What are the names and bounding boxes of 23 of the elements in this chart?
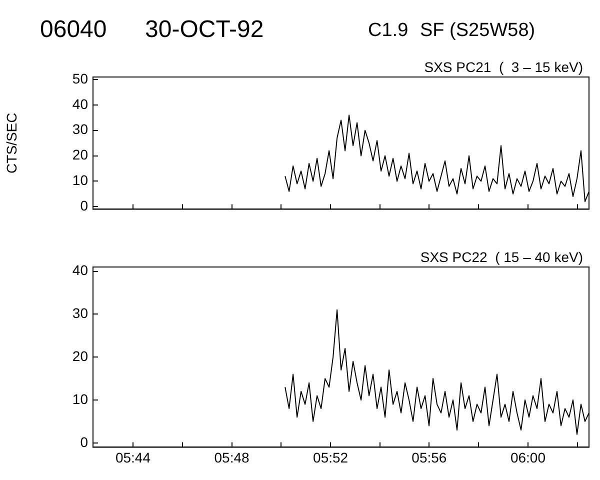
y-tick-label: 50 — [72, 70, 88, 86]
text: SXS PC21 ( 3 – 15 keV) — [424, 58, 583, 75]
text: SXS PC22 ( 15 – 40 keV) — [420, 248, 583, 265]
y-tick-label: 30 — [72, 121, 88, 138]
y-tick-label: 20 — [72, 348, 88, 364]
x-tick-label: 05:44 — [115, 449, 151, 466]
x-tick-label: 05:52 — [313, 449, 348, 466]
y-axis-title: CTS/SEC — [3, 112, 20, 174]
text: SF (S25W58) — [420, 20, 536, 42]
y-tick-label: 10 — [72, 172, 88, 188]
y-tick-label: 10 — [72, 390, 88, 407]
x-tick-label: 06:00 — [510, 449, 546, 466]
x-tick-label: 05:56 — [412, 449, 447, 466]
y-tick-label: 40 — [72, 96, 88, 112]
y-tick-label: 30 — [72, 305, 88, 322]
chart-title: 06040 — [40, 16, 107, 44]
text: C1.9 — [368, 20, 408, 42]
y-tick-label: 40 — [72, 262, 88, 278]
chart-subtitle: 30-OCT-92 — [145, 16, 264, 44]
y-tick-label: 20 — [72, 146, 88, 163]
y-tick-label: 0 — [80, 434, 88, 450]
y-tick-label: 0 — [80, 198, 88, 214]
x-tick-label: 05:48 — [214, 449, 250, 466]
